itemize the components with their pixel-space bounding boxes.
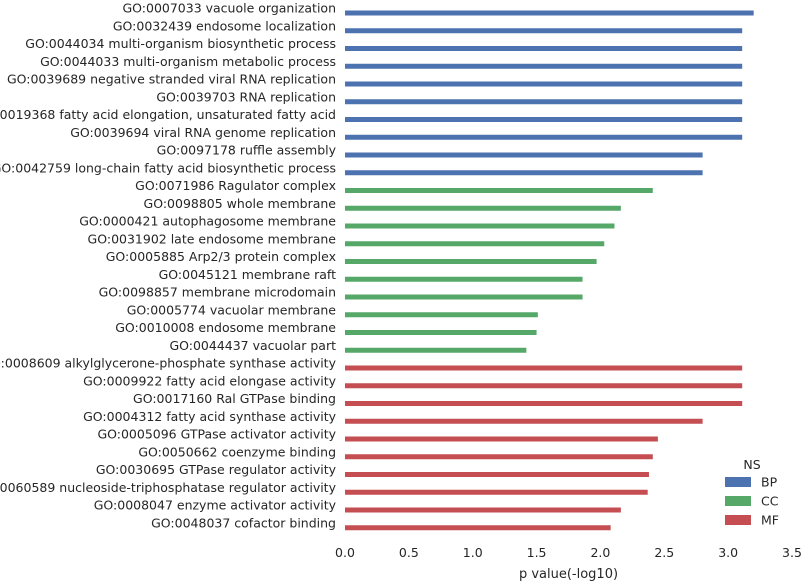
bar-cc-4 bbox=[345, 241, 605, 247]
category-label: GO:0098805 whole membrane bbox=[144, 196, 337, 211]
bar-mf-9 bbox=[345, 507, 621, 513]
bar-cc-2 bbox=[345, 205, 621, 211]
category-label: GO:0031902 late endosome membrane bbox=[88, 231, 337, 246]
x-tick-label: 2.0 bbox=[590, 545, 610, 560]
bar-cc-10 bbox=[345, 347, 527, 353]
bar-bp-5 bbox=[345, 81, 743, 87]
legend-label-cc: CC bbox=[761, 494, 779, 509]
legend-swatch-bp bbox=[725, 477, 751, 487]
category-label: GO:0042759 long-chain fatty acid biosynt… bbox=[0, 160, 336, 175]
category-label: GO:0060589 nucleoside-triphosphatase reg… bbox=[0, 480, 337, 495]
category-label: GO:0010008 endosome membrane bbox=[115, 320, 336, 335]
x-tick-label: 1.5 bbox=[527, 545, 547, 560]
legend-label-mf: MF bbox=[761, 513, 779, 528]
bar-mf-4 bbox=[345, 418, 703, 424]
category-label: GO:0019368 fatty acid elongation, unsatu… bbox=[0, 107, 336, 122]
bar-cc-5 bbox=[345, 259, 597, 264]
category-label: GO:0048037 cofactor binding bbox=[151, 515, 336, 530]
bar-cc-6 bbox=[345, 276, 583, 282]
bar-cc-1 bbox=[345, 188, 653, 193]
bar-bp-4 bbox=[345, 63, 743, 69]
category-label: GO:0005885 Arp2/3 protein complex bbox=[106, 249, 336, 264]
bar-bp-1 bbox=[345, 10, 754, 16]
bar-mf-6 bbox=[345, 454, 653, 460]
legend-swatch-cc bbox=[725, 496, 751, 506]
bar-bp-2 bbox=[345, 28, 743, 34]
bar-mf-10 bbox=[345, 525, 611, 531]
category-label: GO:0098857 membrane microdomain bbox=[99, 285, 336, 300]
category-label: GO:0005774 vacuolar membrane bbox=[127, 302, 337, 317]
category-label: GO:0044437 vacuolar part bbox=[169, 338, 336, 353]
x-axis-title: p value(-log10) bbox=[519, 567, 618, 582]
category-label: GO:0008609 alkylglycerone-phosphate synt… bbox=[0, 356, 337, 371]
legend-title: NS bbox=[743, 457, 760, 472]
bar-bp-7 bbox=[345, 117, 743, 122]
x-tick-label: 1.0 bbox=[463, 545, 483, 560]
category-label: GO:0071986 Ragulator complex bbox=[135, 178, 336, 193]
bar-cc-7 bbox=[345, 294, 583, 300]
category-label: GO:0050662 coenzyme binding bbox=[138, 444, 336, 459]
bar-cc-9 bbox=[345, 330, 537, 335]
x-tick-label: 3.0 bbox=[718, 545, 738, 560]
category-label: GO:0032439 endosome localization bbox=[113, 18, 336, 33]
category-label: GO:0004312 fatty acid synthase activity bbox=[83, 409, 336, 424]
legend-items: BP CC MF bbox=[725, 475, 779, 528]
category-label: GO:0008047 enzyme activator activity bbox=[94, 498, 337, 513]
bars-group bbox=[345, 10, 754, 531]
bar-mf-5 bbox=[345, 436, 658, 442]
x-tick-label: 3.5 bbox=[782, 545, 802, 560]
bar-cc-3 bbox=[345, 223, 615, 229]
category-label: GO:0030695 GTPase regulator activity bbox=[96, 462, 337, 477]
bar-mf-8 bbox=[345, 489, 648, 495]
legend-label-bp: BP bbox=[761, 475, 778, 490]
x-tick-label: 2.5 bbox=[654, 545, 674, 560]
category-label: GO:0000421 autophagosome membrane bbox=[79, 214, 336, 229]
legend: NS BP CC MF bbox=[725, 457, 779, 528]
legend-swatch-mf bbox=[725, 515, 751, 525]
bar-bp-8 bbox=[345, 134, 743, 140]
category-label: GO:0044034 multi-organism biosynthetic p… bbox=[25, 36, 336, 51]
category-label: GO:0044033 multi-organism metabolic proc… bbox=[40, 54, 336, 69]
x-tick-label: 0.0 bbox=[335, 545, 355, 560]
bar-mf-7 bbox=[345, 472, 649, 477]
category-label: GO:0005096 GTPase activator activity bbox=[97, 427, 336, 442]
bar-mf-1 bbox=[345, 365, 743, 371]
category-label: GO:0039694 viral RNA genome replication bbox=[70, 125, 336, 140]
category-label: GO:0039689 negative stranded viral RNA r… bbox=[7, 72, 336, 87]
bar-bp-3 bbox=[345, 46, 743, 51]
category-label: GO:0045121 membrane raft bbox=[159, 267, 337, 282]
bar-bp-9 bbox=[345, 152, 703, 158]
category-label: GO:0039703 RNA replication bbox=[156, 89, 336, 104]
bar-bp-6 bbox=[345, 99, 743, 105]
category-labels: GO:0007033 vacuole organization GO:003243… bbox=[0, 1, 337, 531]
category-label: GO:0009922 fatty acid elongase activity bbox=[83, 373, 336, 388]
x-tick-label: 0.5 bbox=[399, 545, 419, 560]
bar-mf-2 bbox=[345, 383, 743, 389]
bar-mf-3 bbox=[345, 401, 743, 406]
x-axis-ticks: 0.0 0.5 1.0 1.5 2.0 2.5 3.0 3.5 bbox=[335, 545, 802, 560]
category-label: GO:0007033 vacuole organization bbox=[122, 1, 336, 16]
category-label: GO:0017160 Ral GTPase binding bbox=[133, 391, 336, 406]
bar-cc-8 bbox=[345, 312, 538, 318]
category-label: GO:0097178 ruffle assembly bbox=[157, 143, 337, 158]
bar-bp-10 bbox=[345, 170, 703, 176]
